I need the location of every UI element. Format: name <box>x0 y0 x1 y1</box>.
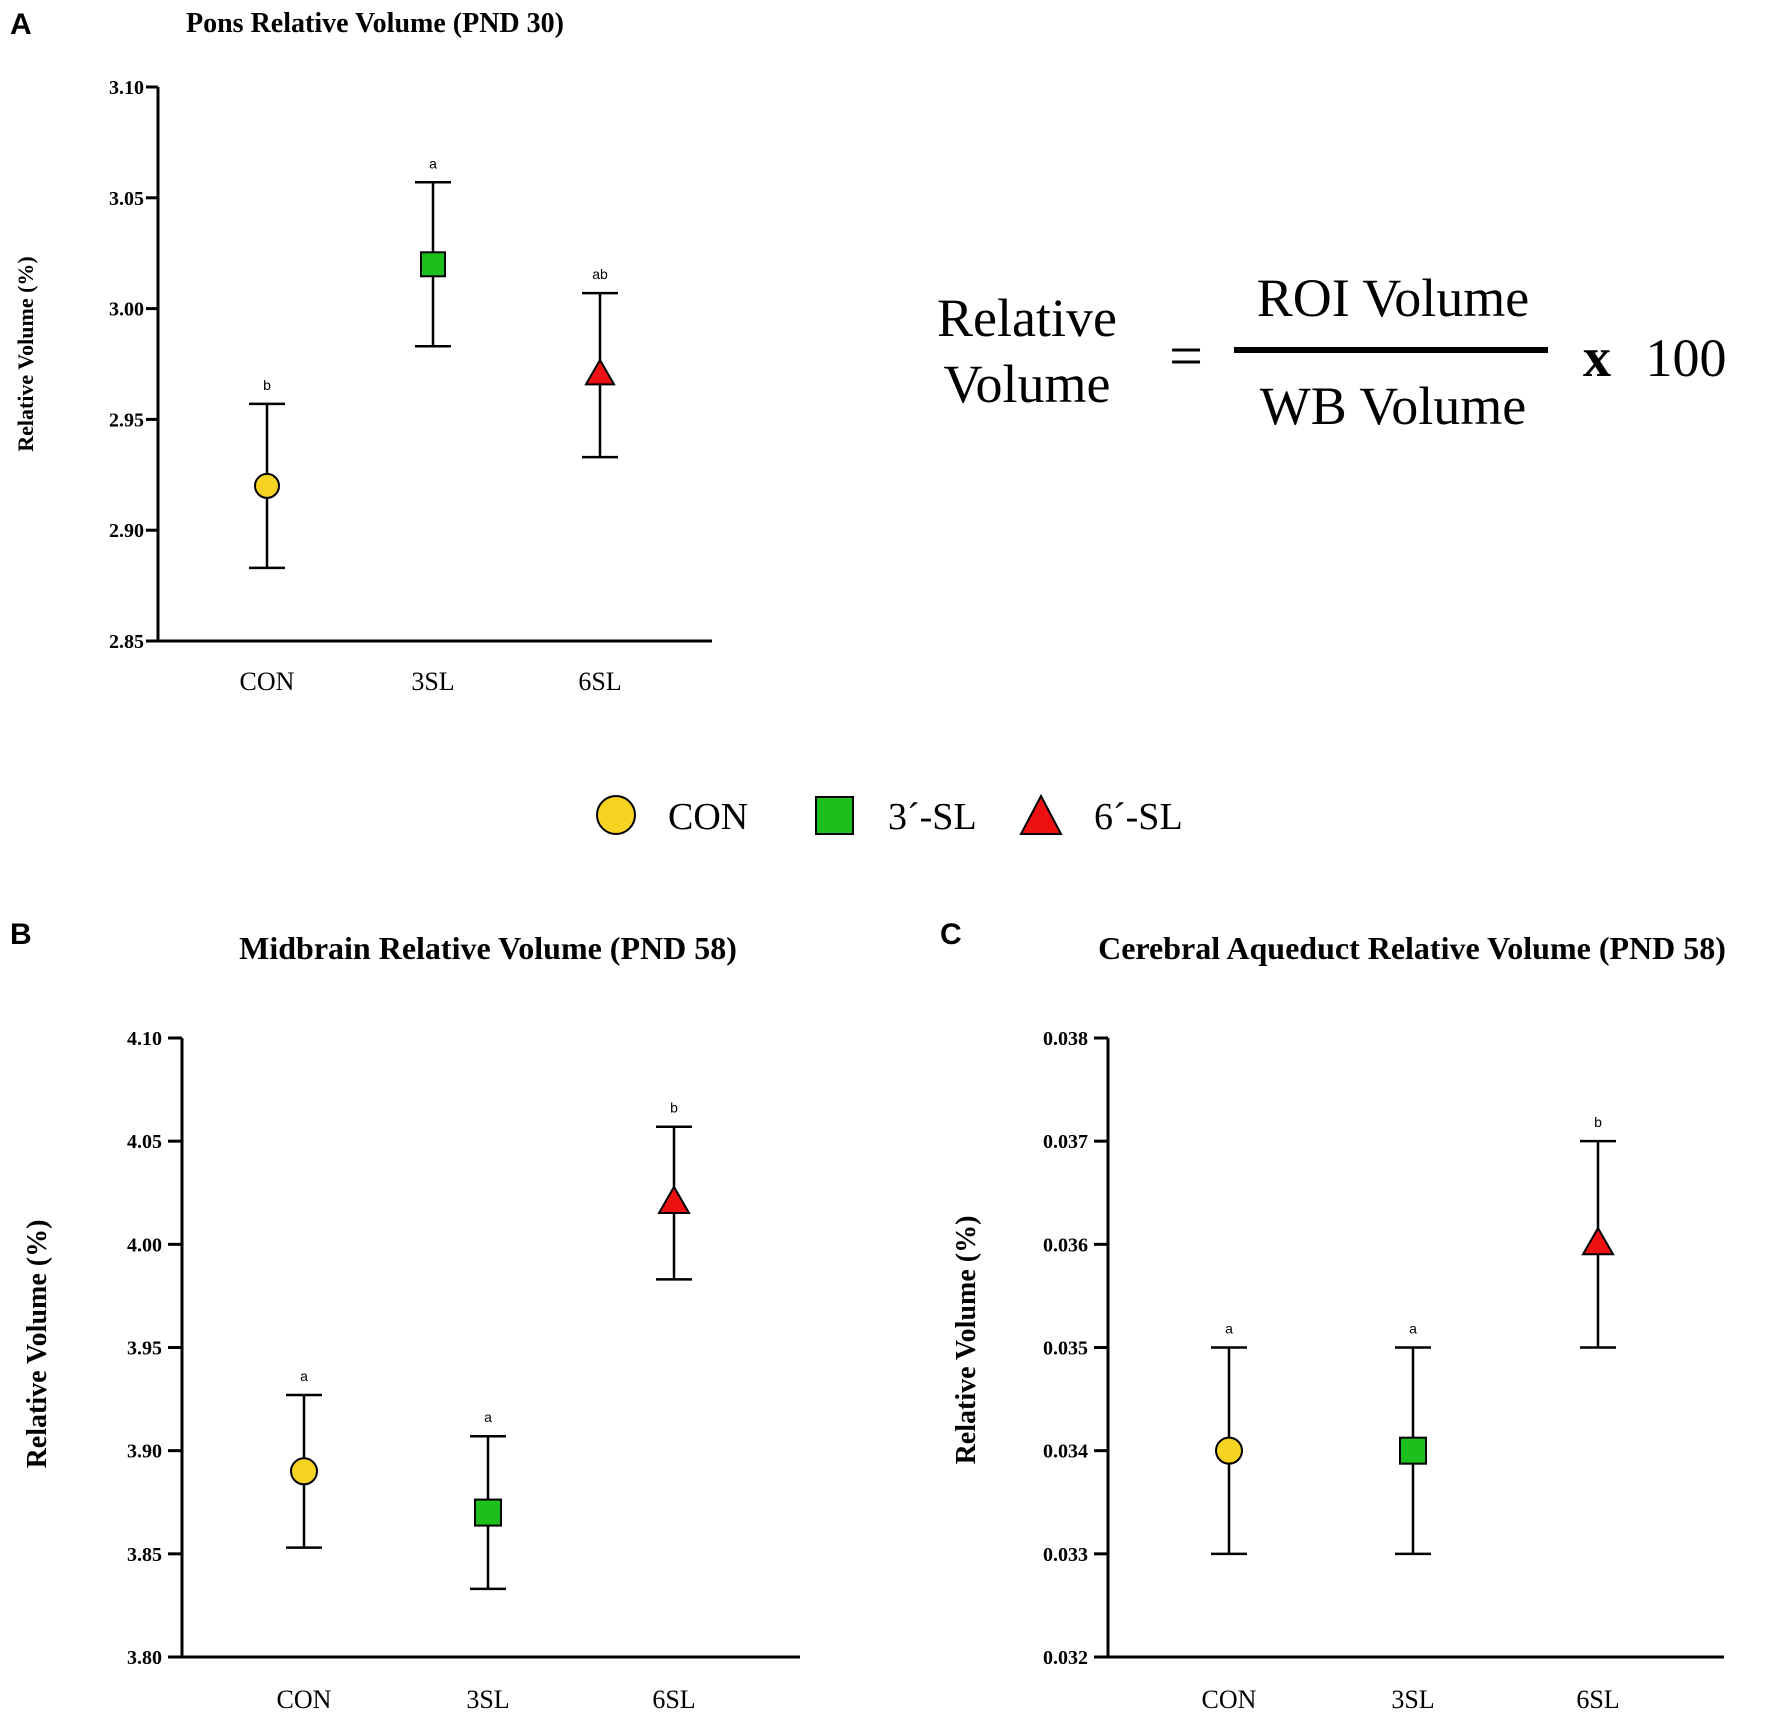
y-tick-label: 3.95 <box>127 1338 162 1360</box>
y-tick-label: 0.034 <box>1043 1441 1088 1463</box>
y-tick-label: 0.035 <box>1043 1338 1088 1360</box>
data-point-square <box>474 1498 502 1527</box>
y-tick-label: 3.00 <box>109 299 144 321</box>
panel-letter-b: B <box>10 918 32 951</box>
panel-letter-c: C <box>940 918 962 951</box>
x-category-label: CON <box>1202 1685 1257 1714</box>
significance-label: ab <box>592 266 608 282</box>
y-tick-label: 0.038 <box>1043 1028 1088 1050</box>
panel-c-plot: 0.032 0.033 0.034 0.035 0.036 0.037 0.038 CON 3S… <box>1043 1028 1724 1714</box>
significance-label: a <box>300 1368 308 1384</box>
formula-lhs-line2: Volume <box>943 354 1110 414</box>
panel-b-ylabel: Relative Volume (%) <box>22 1220 53 1469</box>
formula-denominator: WB Volume <box>1260 376 1527 436</box>
legend-label-3sl: 3´-SL <box>888 796 977 838</box>
x-category-label: 6SL <box>1576 1685 1619 1714</box>
data-point-triangle <box>584 357 616 386</box>
panel-a-ylabel: Relative Volume (%) <box>13 256 38 452</box>
formula-factor: 100 <box>1646 328 1727 388</box>
legend: CON 3´-SL 6´-SL <box>596 793 1183 838</box>
formula-equals: = <box>1169 323 1203 389</box>
y-tick-label: 0.032 <box>1043 1647 1088 1669</box>
panel-a: A Pons Relative Volume (PND 30) Relative… <box>10 8 712 696</box>
data-point-circle <box>1215 1436 1243 1465</box>
y-tick-label: 4.00 <box>127 1234 162 1256</box>
panel-a-title: Pons Relative Volume (PND 30) <box>186 8 564 39</box>
significance-label: a <box>1409 1321 1417 1337</box>
panel-letter-a: A <box>10 8 32 41</box>
data-point-circle <box>290 1457 318 1486</box>
significance-label: b <box>263 377 271 393</box>
x-category-label: CON <box>277 1685 332 1714</box>
x-category-label: 3SL <box>466 1685 509 1714</box>
y-tick-label: 3.10 <box>109 77 144 99</box>
y-tick-label: 4.10 <box>127 1028 162 1050</box>
y-tick-label: 3.85 <box>127 1544 162 1566</box>
panel-b-plot: 3.80 3.85 3.90 3.95 4.00 4.05 4.10 CON 3SL 6SL a a b <box>127 1028 800 1714</box>
data-point-square <box>1399 1436 1427 1465</box>
legend-circle-icon <box>596 795 636 835</box>
y-tick-label: 2.85 <box>109 631 144 653</box>
significance-label: b <box>1594 1114 1602 1130</box>
panel-c: C Cerebral Aqueduct Relative Volume (PND… <box>940 918 1726 1714</box>
legend-label-6sl: 6´-SL <box>1094 796 1183 838</box>
panel-b-title: Midbrain Relative Volume (PND 58) <box>239 930 737 966</box>
formula-lhs-line1: Relative <box>937 288 1117 348</box>
significance-label: b <box>670 1100 678 1116</box>
y-tick-label: 2.95 <box>109 409 144 431</box>
significance-label: a <box>429 155 437 171</box>
y-tick-label: 0.037 <box>1043 1131 1088 1153</box>
data-point-triangle <box>1581 1226 1615 1256</box>
legend-label-con: CON <box>668 796 748 838</box>
x-category-label: 3SL <box>411 667 454 696</box>
panel-b: B Midbrain Relative Volume (PND 58) Rela… <box>10 918 800 1714</box>
x-category-label: 6SL <box>578 667 621 696</box>
y-tick-label: 4.05 <box>127 1131 162 1153</box>
y-tick-label: 3.90 <box>127 1441 162 1463</box>
x-category-label: 6SL <box>652 1685 695 1714</box>
x-category-label: CON <box>240 667 295 696</box>
y-tick-label: 0.033 <box>1043 1544 1088 1566</box>
y-tick-label: 3.80 <box>127 1647 162 1669</box>
data-point-square <box>420 251 446 278</box>
significance-label: a <box>1225 1321 1233 1337</box>
y-tick-label: 2.90 <box>109 520 144 542</box>
legend-square-icon <box>815 796 854 835</box>
formula-times: x <box>1583 327 1611 389</box>
formula: Relative Volume = ROI Volume WB Volume x… <box>937 268 1726 436</box>
panel-a-plot: 2.85 2.90 2.95 3.00 3.05 3.10 CON 3SL 6SL b a ab <box>109 77 712 696</box>
y-tick-label: 3.05 <box>109 188 144 210</box>
y-tick-label: 0.036 <box>1043 1234 1088 1256</box>
x-category-label: 3SL <box>1391 1685 1434 1714</box>
panel-c-ylabel: Relative Volume (%) <box>951 1216 982 1465</box>
data-point-circle <box>254 472 280 499</box>
legend-triangle-icon <box>1019 793 1063 835</box>
panel-c-title: Cerebral Aqueduct Relative Volume (PND 5… <box>1098 930 1726 966</box>
formula-numerator: ROI Volume <box>1257 268 1530 328</box>
significance-label: a <box>484 1409 492 1425</box>
data-point-triangle <box>657 1184 691 1214</box>
